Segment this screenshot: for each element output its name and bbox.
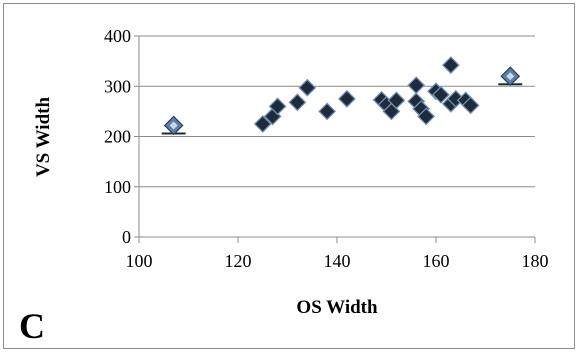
x-tick-label: 160	[423, 251, 450, 271]
data-point	[417, 107, 436, 126]
x-axis-title: OS Width	[296, 297, 378, 318]
highlight-points	[161, 66, 523, 136]
data-point	[461, 96, 480, 115]
gridlines	[139, 35, 535, 188]
tick-labels: 0 100 200 300 400 100 120 140 160 180	[104, 26, 549, 271]
data-point	[298, 78, 317, 97]
data-point	[268, 97, 287, 116]
data-point	[432, 85, 450, 104]
y-tick-label: 0	[122, 227, 131, 247]
panel-label: C	[19, 306, 45, 346]
y-axis-title: VS Width	[33, 97, 54, 178]
axes	[134, 35, 536, 243]
x-tick-label: 120	[225, 251, 252, 271]
data-point	[318, 102, 337, 121]
data-points	[253, 56, 480, 133]
data-point	[253, 115, 272, 133]
highlight-point-core	[169, 121, 178, 130]
data-point	[337, 89, 356, 108]
data-point	[387, 91, 406, 110]
data-point	[441, 56, 460, 75]
y-tick-label: 300	[104, 76, 131, 96]
data-point	[407, 76, 426, 95]
y-tick-label: 400	[104, 26, 131, 46]
y-tick-label: 200	[104, 127, 131, 147]
y-tick-label: 100	[104, 177, 131, 197]
data-point	[288, 93, 307, 112]
chart-frame	[3, 3, 575, 349]
x-tick-label: 100	[126, 251, 153, 271]
x-tick-label: 180	[522, 251, 549, 271]
x-tick-label: 140	[324, 251, 351, 271]
highlight-point-core	[506, 72, 515, 81]
